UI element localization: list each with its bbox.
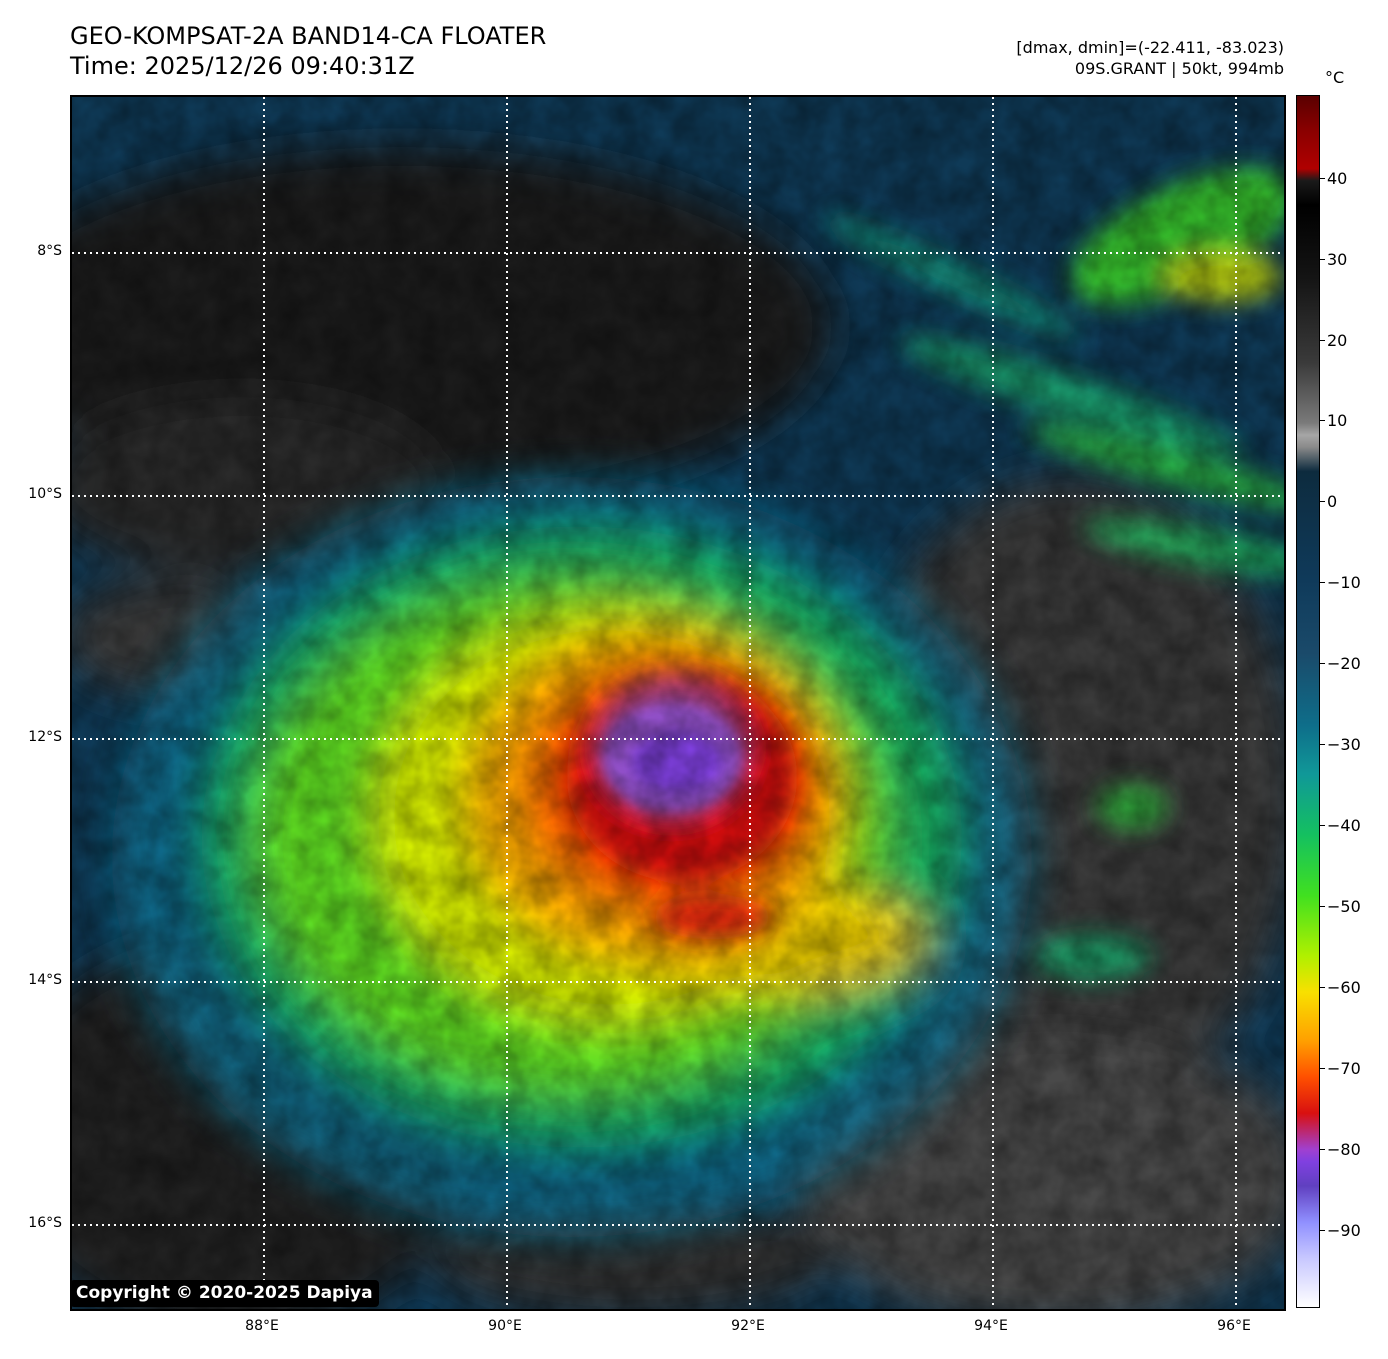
colorbar-tick: −40 (1327, 816, 1361, 835)
colorbar-tick: −80 (1327, 1140, 1361, 1159)
lon-label: 94°E (974, 1318, 1008, 1334)
lat-label: 10°S (28, 486, 62, 502)
lon-label: 96°E (1217, 1318, 1251, 1334)
dmax-dmin-readout: [dmax, dmin]=(-22.411, -83.023) (1016, 38, 1284, 57)
colorbar-tick: 0 (1327, 492, 1338, 511)
lat-label: 12°S (28, 729, 62, 745)
texture-overlay (72, 97, 1284, 1309)
lat-label: 8°S (37, 243, 62, 259)
colorbar-tick: −60 (1327, 978, 1361, 997)
colorbar-tick: 30 (1327, 250, 1348, 269)
temperature-colorbar (1296, 95, 1320, 1308)
colorbar-tick: −30 (1327, 735, 1361, 754)
colorbar-tick: −20 (1327, 654, 1361, 673)
lon-label: 90°E (488, 1318, 522, 1334)
infrared-imagery (72, 97, 1284, 1309)
colorbar-tick: −70 (1327, 1059, 1361, 1078)
satellite-image[interactable] (70, 95, 1286, 1311)
lat-label: 14°S (28, 972, 62, 988)
colorbar-tick: 20 (1327, 331, 1348, 350)
lon-label: 92°E (731, 1318, 765, 1334)
copyright-badge: Copyright © 2020-2025 Dapiya (70, 1280, 379, 1307)
lat-label: 16°S (28, 1215, 62, 1231)
colorbar-tick: 40 (1327, 169, 1348, 188)
map-timestamp: Time: 2025/12/26 09:40:31Z (70, 52, 415, 80)
colorbar-tick: −10 (1327, 573, 1361, 592)
map-title: GEO-KOMPSAT-2A BAND14-CA FLOATER (70, 22, 547, 50)
colorbar-unit: °C (1325, 68, 1345, 87)
storm-info: 09S.GRANT | 50kt, 994mb (1074, 59, 1284, 78)
lon-label: 88°E (245, 1318, 279, 1334)
colorbar-tick: −90 (1327, 1221, 1361, 1240)
colorbar-tick: −50 (1327, 897, 1361, 916)
colorbar-tick: 10 (1327, 411, 1348, 430)
lat-lon-gridlines (72, 97, 1284, 1309)
